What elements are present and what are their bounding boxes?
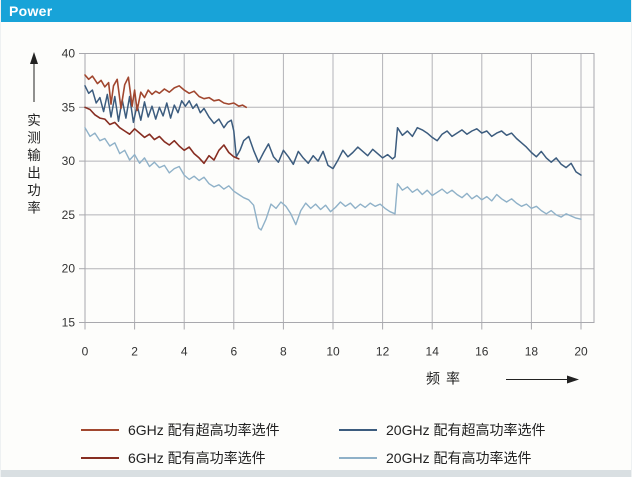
- legend-label: 20GHz 配有高功率选件: [386, 450, 532, 466]
- x-tick-label: 12: [376, 345, 390, 359]
- legend-item: 20GHz 配有高功率选件: [339, 444, 629, 472]
- x-tick-label: 8: [280, 345, 287, 359]
- legend-line-swatch: [81, 457, 119, 459]
- y-axis-label-char: 率: [27, 200, 41, 216]
- y-tick-label: 15: [62, 316, 76, 330]
- legend-item: 6GHz 配有高功率选件: [81, 444, 339, 472]
- y-axis-label-char: 测: [27, 131, 41, 146]
- x-tick-label: 14: [426, 345, 440, 359]
- legend-label: 20GHz 配有超高功率选件: [386, 422, 546, 438]
- y-axis-label-char: 输: [27, 148, 41, 163]
- x-tick-label: 18: [525, 345, 539, 359]
- x-tick-label: 6: [230, 345, 237, 359]
- chart-legend: 6GHz 配有超高功率选件 6GHz 配有高功率选件 20GHz 配有超高功率选件 2…: [81, 416, 629, 472]
- x-axis-label: 频率: [426, 371, 466, 387]
- legend-line-swatch: [339, 429, 377, 431]
- x-tick-label: 4: [181, 345, 188, 359]
- y-axis-label-char: 出: [27, 166, 41, 181]
- legend-line-swatch: [81, 429, 119, 431]
- legend-line-swatch: [339, 457, 377, 459]
- y-axis-label-char: 实: [27, 113, 41, 128]
- y-tick-label: 30: [62, 154, 76, 168]
- y-axis-label-char: 功: [27, 183, 41, 198]
- x-axis-arrowhead-icon: [567, 375, 579, 384]
- x-tick-label: 10: [326, 345, 340, 359]
- x-tick-label: 2: [131, 345, 138, 359]
- footer-strip: [1, 470, 631, 477]
- series-line: [84, 85, 582, 176]
- series-line: [84, 106, 240, 165]
- y-tick-label: 20: [62, 262, 76, 276]
- x-tick-label: 0: [82, 345, 89, 359]
- x-tick-label: 16: [475, 345, 489, 359]
- y-tick-label: 25: [62, 208, 76, 222]
- legend-item: 20GHz 配有超高功率选件: [339, 416, 629, 444]
- plot-frame: [84, 53, 595, 323]
- y-axis-arrowhead-icon: [30, 52, 38, 64]
- y-tick-label: 35: [62, 100, 76, 114]
- legend-label: 6GHz 配有高功率选件: [128, 450, 266, 466]
- series-line: [84, 74, 247, 112]
- x-tick-label: 20: [574, 345, 588, 359]
- page-title: Power: [9, 3, 53, 19]
- legend-item: 6GHz 配有超高功率选件: [81, 416, 339, 444]
- legend-label: 6GHz 配有超高功率选件: [128, 422, 280, 438]
- header-bar: Power: [1, 0, 631, 22]
- series-line: [84, 126, 582, 231]
- y-tick-label: 40: [62, 47, 76, 61]
